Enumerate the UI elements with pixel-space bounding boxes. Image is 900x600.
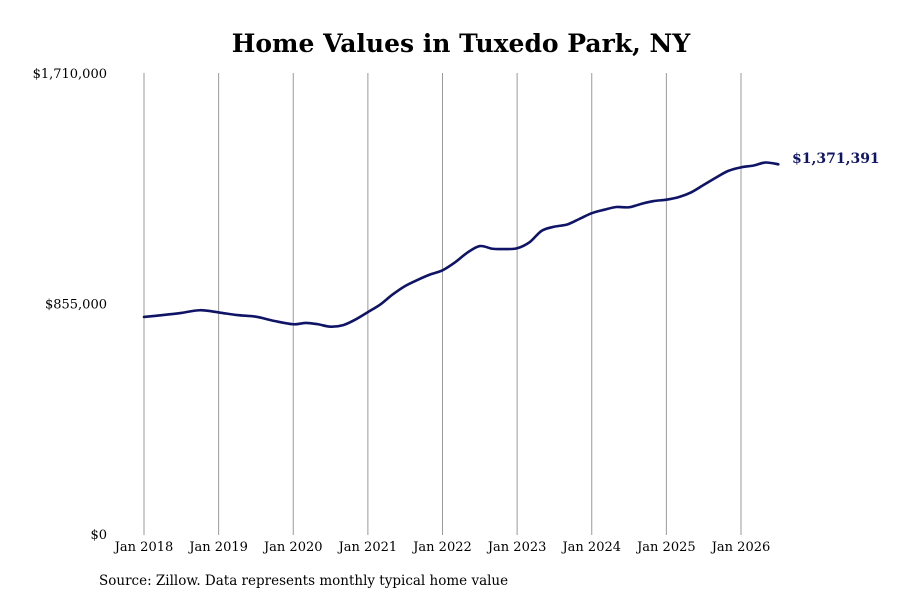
y-axis-ticks: $0 $855,000 $1,710,000	[33, 67, 107, 543]
x-tick-label: Jan 2018	[113, 540, 174, 555]
source-note: Source: Zillow. Data represents monthly …	[99, 573, 509, 589]
x-tick-label: Jan 2026	[710, 540, 771, 555]
x-tick-label: Jan 2022	[411, 540, 472, 555]
x-tick-label: Jan 2024	[560, 540, 621, 555]
series-line-0	[142, 161, 780, 328]
series-layer	[142, 161, 780, 328]
x-tick-label: Jan 2021	[337, 540, 398, 555]
x-tick-label: Jan 2020	[262, 540, 323, 555]
x-axis-ticks: Jan 2018 Jan 2019 Jan 2020 Jan 2021 Jan 2022…	[113, 540, 771, 555]
x-tick-label: Jan 2019	[187, 540, 248, 555]
last-value-label: $1,371,391	[792, 151, 880, 167]
y-tick-label: $0	[90, 528, 107, 543]
x-tick-label: Jan 2025	[635, 540, 696, 555]
y-tick-label: $855,000	[45, 298, 107, 313]
x-tick-label: Jan 2023	[486, 540, 547, 555]
y-tick-label: $1,710,000	[33, 67, 107, 82]
grid-lines	[143, 73, 742, 535]
chart-title: Home Values in Tuxedo Park, NY	[232, 29, 692, 58]
